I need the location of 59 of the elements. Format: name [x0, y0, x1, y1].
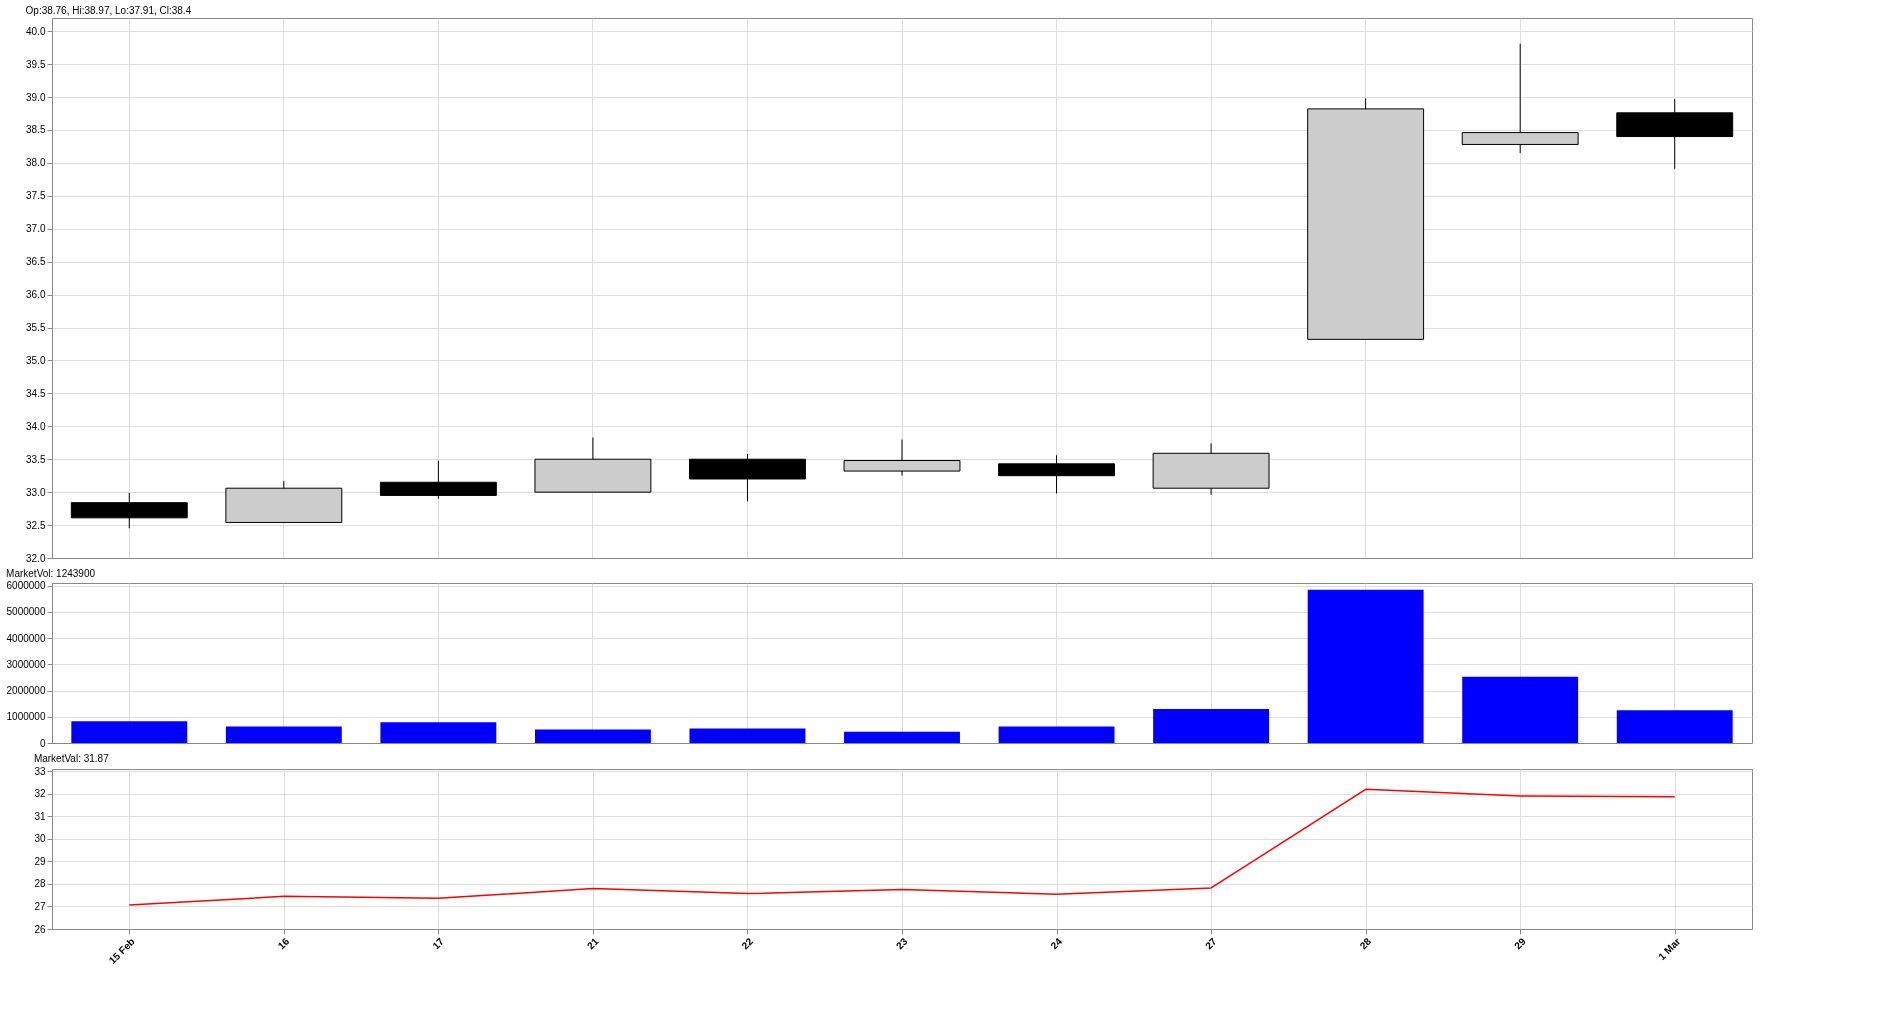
- y-tick-label: 28: [34, 878, 46, 890]
- bar: [689, 728, 806, 743]
- y-tick-label: 37.5: [26, 190, 46, 202]
- bar: [1462, 676, 1579, 743]
- x-tick-label: 27: [1203, 935, 1219, 952]
- chart-title: MarketVol: 1243900: [6, 567, 96, 579]
- y-tick-label: 26: [34, 923, 46, 935]
- y-tick-label: 38.0: [26, 157, 46, 169]
- y-tick-label: 33.0: [26, 486, 46, 498]
- y-tick-label: 0: [39, 737, 46, 749]
- bar: [998, 726, 1115, 743]
- chart-title: MarketVal: 31.87: [33, 753, 110, 765]
- x-tick-label: 29: [1512, 935, 1529, 952]
- bar: [534, 729, 651, 743]
- y-tick-label: 32: [34, 788, 46, 800]
- bar: [380, 722, 497, 743]
- bar: [1616, 710, 1733, 743]
- y-tick-label: 3000000: [6, 658, 46, 670]
- y-tick-label: 39.0: [26, 91, 46, 103]
- candlestick: [1461, 43, 1579, 154]
- bar: [225, 726, 342, 743]
- y-tick-label: 35.0: [26, 354, 46, 366]
- y-tick-label: 5000000: [6, 606, 46, 618]
- y-tick-label: 33.5: [26, 453, 46, 465]
- x-tick-label: 1 Mar: [1656, 935, 1683, 963]
- x-tick-label: 22: [739, 935, 756, 952]
- y-tick-label: 2000000: [6, 685, 46, 697]
- y-tick-label: 37.0: [26, 223, 46, 235]
- x-tick-label: 28: [1357, 935, 1374, 952]
- y-tick-label: 34.0: [26, 420, 46, 432]
- bar: [844, 731, 960, 743]
- x-tick-label: 16: [275, 935, 292, 952]
- y-tick-label: 4000000: [6, 632, 46, 644]
- y-tick-label: 38.5: [26, 124, 46, 136]
- y-tick-label: 35.5: [26, 322, 46, 334]
- y-tick-label: 39.5: [26, 58, 46, 70]
- bar: [1153, 708, 1270, 743]
- x-tick-label: 17: [430, 935, 447, 952]
- y-tick-label: 36.0: [26, 289, 46, 301]
- bar: [1307, 589, 1424, 743]
- x-tick-label: 24: [1048, 935, 1065, 952]
- bar: [71, 721, 188, 743]
- x-tick-label: 23: [893, 935, 910, 952]
- x-tick-label: 21: [584, 935, 601, 952]
- chart-title: Op:38.76, Hi:38.97, Lo:37.91, Cl:38.4: [25, 5, 192, 16]
- y-tick-label: 32.5: [26, 519, 46, 531]
- y-tick-label: 33: [34, 765, 46, 777]
- y-tick-label: 40.0: [26, 25, 46, 37]
- y-tick-label: 27: [34, 900, 46, 912]
- y-tick-label: 30: [34, 833, 46, 845]
- x-tick-label: 15 Feb: [106, 935, 137, 966]
- y-tick-label: 36.5: [26, 256, 46, 268]
- y-tick-label: 31: [34, 810, 46, 822]
- y-tick-label: 29: [34, 855, 46, 867]
- line-series: [128, 788, 1676, 906]
- y-tick-label: 32.0: [26, 552, 46, 564]
- y-tick-label: 1000000: [6, 711, 46, 723]
- y-tick-label: 6000000: [6, 580, 46, 592]
- y-tick-label: 34.5: [26, 387, 46, 399]
